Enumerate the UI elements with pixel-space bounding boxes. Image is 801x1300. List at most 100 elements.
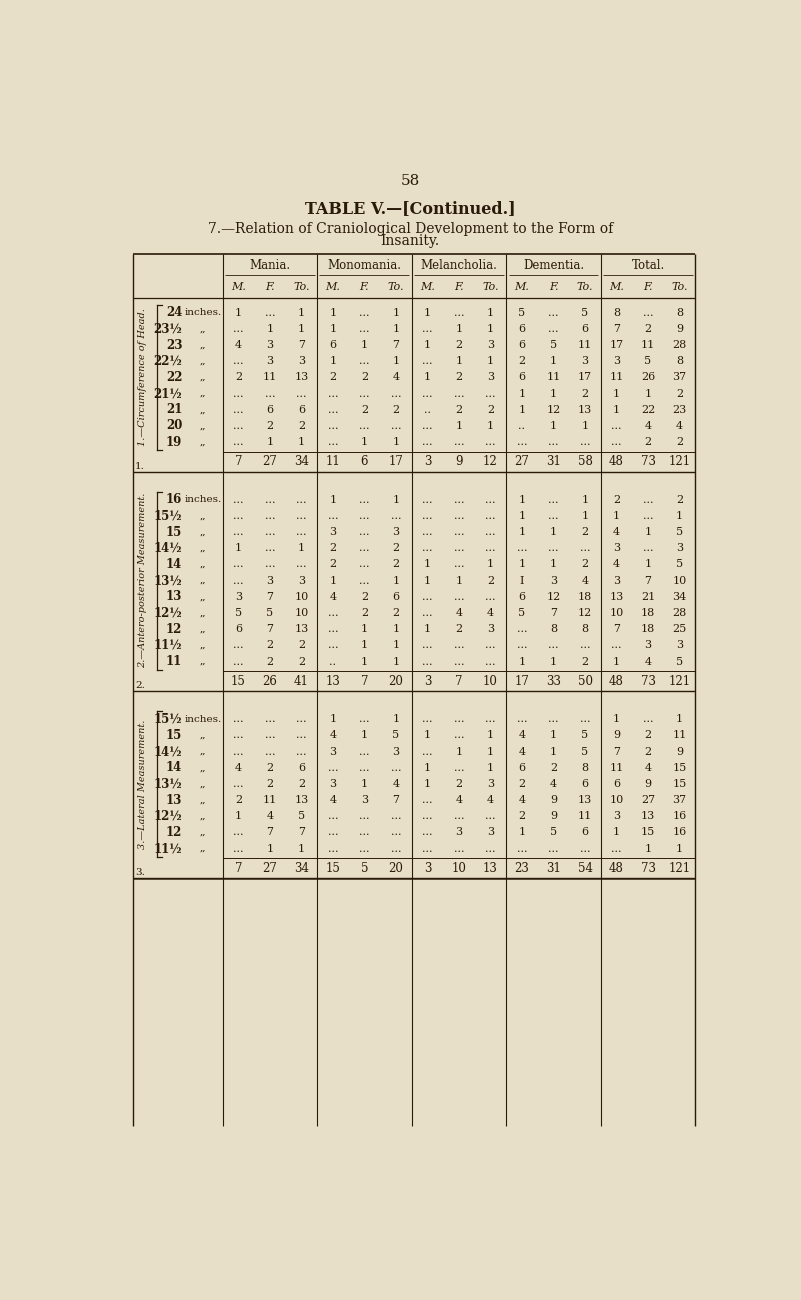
- Text: 2: 2: [645, 324, 651, 334]
- Text: 21: 21: [166, 403, 183, 416]
- Text: ...: ...: [548, 714, 559, 724]
- Text: 1: 1: [613, 389, 620, 399]
- Text: 13: 13: [578, 404, 592, 415]
- Text: ...: ...: [264, 389, 275, 399]
- Text: 1: 1: [392, 495, 400, 504]
- Text: F.: F.: [643, 282, 653, 293]
- Text: 1: 1: [487, 731, 494, 741]
- Text: ,,: ,,: [200, 593, 207, 602]
- Text: 1: 1: [298, 324, 305, 334]
- Text: 11: 11: [673, 731, 686, 741]
- Text: 11: 11: [610, 763, 624, 772]
- Text: ,,: ,,: [200, 511, 207, 520]
- Text: 3: 3: [424, 455, 431, 468]
- Text: 5: 5: [676, 559, 683, 569]
- Text: 2: 2: [518, 356, 525, 367]
- Text: ...: ...: [453, 389, 465, 399]
- Text: ...: ...: [391, 389, 401, 399]
- Text: Dementia.: Dementia.: [523, 259, 584, 272]
- Text: ...: ...: [517, 714, 527, 724]
- Text: 11: 11: [610, 372, 624, 382]
- Text: 1: 1: [424, 731, 431, 741]
- Text: ...: ...: [548, 324, 559, 334]
- Text: ...: ...: [611, 437, 622, 447]
- Text: 9: 9: [550, 796, 557, 805]
- Text: 2: 2: [392, 543, 400, 554]
- Text: ...: ...: [264, 731, 275, 741]
- Text: 13: 13: [483, 862, 498, 875]
- Text: 7: 7: [392, 341, 400, 350]
- Text: 121: 121: [669, 675, 690, 688]
- Text: ...: ...: [485, 656, 496, 667]
- Text: 1: 1: [235, 543, 242, 554]
- Text: 1: 1: [392, 308, 400, 317]
- Text: ...: ...: [359, 811, 369, 822]
- Text: 13: 13: [166, 590, 183, 603]
- Text: 3: 3: [329, 779, 336, 789]
- Text: 7: 7: [645, 576, 651, 586]
- Text: 3: 3: [487, 372, 494, 382]
- Text: 1: 1: [518, 389, 525, 399]
- Text: 5: 5: [582, 746, 589, 757]
- Text: 1: 1: [550, 421, 557, 430]
- Text: 16: 16: [166, 493, 183, 506]
- Text: 1: 1: [392, 356, 400, 367]
- Text: ...: ...: [548, 437, 559, 447]
- Text: 6: 6: [360, 455, 368, 468]
- Text: 3: 3: [329, 746, 336, 757]
- Text: ...: ...: [453, 308, 465, 317]
- Text: ...: ...: [548, 543, 559, 554]
- Text: 21: 21: [641, 592, 655, 602]
- Text: ...: ...: [296, 389, 307, 399]
- Text: 1: 1: [582, 421, 589, 430]
- Text: 73: 73: [641, 675, 655, 688]
- Text: 8: 8: [676, 356, 683, 367]
- Text: 6: 6: [518, 341, 525, 350]
- Text: 2: 2: [550, 763, 557, 772]
- Text: 5: 5: [550, 341, 557, 350]
- Text: ...: ...: [328, 437, 338, 447]
- Text: ...: ...: [422, 827, 433, 837]
- Text: 4: 4: [456, 608, 462, 618]
- Text: 1: 1: [392, 656, 400, 667]
- Text: 1: 1: [329, 714, 336, 724]
- Text: 1: 1: [487, 763, 494, 772]
- Text: 4: 4: [613, 526, 620, 537]
- Text: ...: ...: [233, 714, 244, 724]
- Text: ...: ...: [328, 641, 338, 650]
- Text: 4: 4: [329, 796, 336, 805]
- Text: 2: 2: [392, 404, 400, 415]
- Text: 5: 5: [582, 308, 589, 317]
- Text: 7: 7: [613, 324, 620, 334]
- Text: ...: ...: [233, 495, 244, 504]
- Text: ...: ...: [264, 511, 275, 521]
- Text: 12½: 12½: [154, 607, 183, 620]
- Text: 2: 2: [676, 389, 683, 399]
- Text: 15: 15: [231, 675, 246, 688]
- Text: 1: 1: [518, 495, 525, 504]
- Text: ...: ...: [517, 641, 527, 650]
- Text: 2: 2: [360, 608, 368, 618]
- Text: ,,: ,,: [200, 731, 207, 740]
- Text: ...: ...: [233, 559, 244, 569]
- Text: 23: 23: [166, 338, 183, 351]
- Text: 2: 2: [456, 372, 462, 382]
- Text: 11½: 11½: [154, 842, 183, 855]
- Text: 6: 6: [392, 592, 400, 602]
- Text: 7: 7: [392, 796, 400, 805]
- Text: 1: 1: [424, 308, 431, 317]
- Text: 1: 1: [392, 324, 400, 334]
- Text: ...: ...: [359, 495, 369, 504]
- Text: 2: 2: [266, 641, 273, 650]
- Text: 11½: 11½: [154, 638, 183, 651]
- Text: 1: 1: [329, 324, 336, 334]
- Text: 73: 73: [641, 455, 655, 468]
- Text: ...: ...: [642, 543, 654, 554]
- Text: 2: 2: [235, 796, 242, 805]
- Text: 1: 1: [518, 827, 525, 837]
- Text: 1: 1: [613, 511, 620, 521]
- Text: 2: 2: [360, 592, 368, 602]
- Text: ...: ...: [233, 389, 244, 399]
- Text: 5: 5: [676, 526, 683, 537]
- Text: 16: 16: [673, 827, 686, 837]
